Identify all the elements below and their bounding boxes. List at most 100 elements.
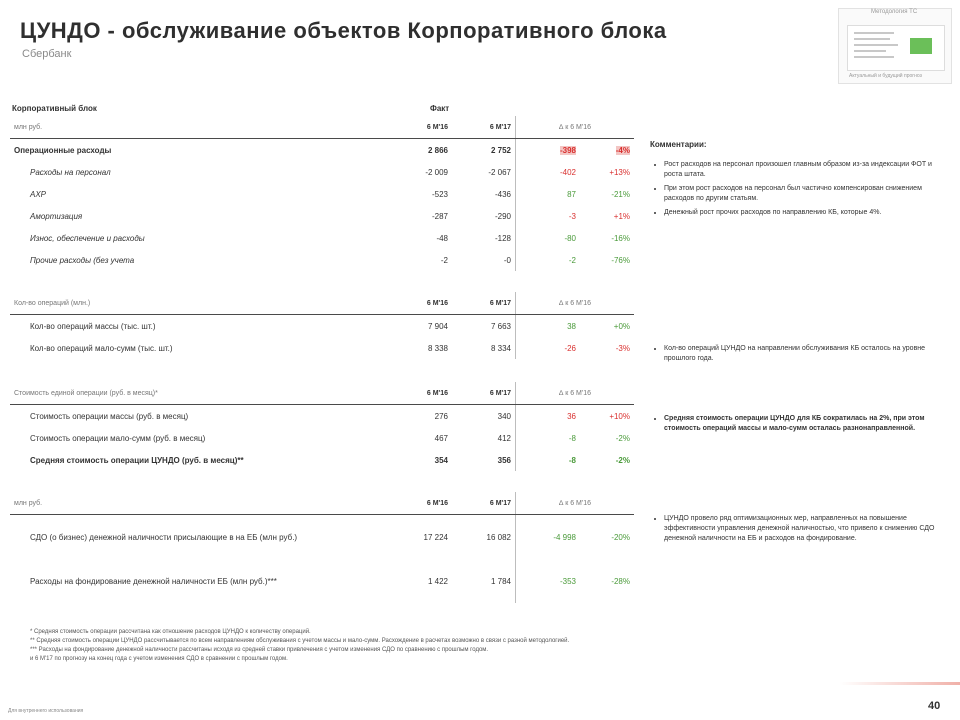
diff-header: ∆ к 6 М'16 [515,492,634,515]
value-6m17: -290 [494,211,511,221]
col-header: 6 М'17 [452,492,516,515]
delta-pct: -28% [611,576,630,586]
operations-count-table: Кол-во операций (млн.) 6 М'16 6 М'17 ∆ к… [10,292,634,359]
delta-abs: -353 [515,559,580,603]
diff-header: ∆ к 6 М'16 [515,292,634,315]
section-header: млн руб. 6 М'16 6 М'17 ∆ к 6 М'16 [10,492,634,515]
thumbnail-line [854,56,894,58]
value-6m16: 1 422 [427,576,448,586]
delta-pct: +10% [609,411,630,421]
value-6m16: -2 009 [425,167,448,177]
table-row: Амортизация -287 -290 -3 +1% [10,205,634,227]
delta-pct: +1% [613,211,630,221]
comment-block: Кол-во операций ЦУНДО на направлении обс… [650,344,940,368]
comment-item: Рост расходов на персонал произошел глав… [664,160,940,180]
row-label: Износ, обеспечение и расходы [30,233,145,243]
value-6m16: -523 [431,189,448,199]
value-6m16: 8 338 [427,343,448,353]
delta-pct: -21% [611,189,630,199]
footnote: ** Средняя стоимость операции ЦУНДО расс… [30,638,570,644]
section-header: млн руб. 6 М'16 6 М'17 ∆ к 6 М'16 [10,116,634,139]
delta-pct: -2% [615,433,630,443]
delta-pct: -3% [615,343,630,353]
col-header: 6 М'16 [389,116,452,139]
section-unit: Стоимость единой операции (руб. в месяц)… [10,382,389,405]
thumbnail-line [854,32,894,34]
delta-abs: -4 998 [515,514,580,559]
col-header: 6 М'17 [452,116,516,139]
row-label: Стоимость операции мало-сумм (руб. в мес… [30,433,206,443]
table-row: Прочие расходы (без учета -2 -0 -2 -76% [10,249,634,271]
footnote: * Средняя стоимость операции рассчитана … [30,629,311,635]
block-label: Корпоративный блок [12,104,97,113]
table-row: Стоимость операции массы (руб. в месяц) … [10,404,634,427]
section-header: Стоимость единой операции (руб. в месяц)… [10,382,634,405]
value-6m17: 7 663 [490,321,511,331]
row-label: АХР [30,189,47,199]
page-number: 40 [928,700,941,712]
section-unit: Кол-во операций (млн.) [10,292,389,315]
col-header: 6 М'17 [452,382,516,405]
delta-pct: -20% [611,532,630,542]
table-row: Расходы на фондирование денежной налично… [10,559,634,603]
value-6m17: -128 [494,233,511,243]
thumbnail-box [847,25,945,71]
col-header: 6 М'16 [389,382,452,405]
delta-pct: -76% [611,255,630,265]
delta-abs: -398 [515,138,580,161]
value-6m17: -0 [503,255,511,265]
row-label: Расходы на фондирование денежной налично… [30,576,277,586]
row-label: Расходы на персонал [30,167,111,177]
slide-thumbnail: Методология ТС Актуальный и будущий прог… [838,8,952,84]
footnote: и 6 М'17 по прогнозу на конец года с уче… [30,656,288,662]
delta-abs: -402 [515,161,580,183]
table-row: Расходы на персонал -2 009 -2 067 -402 +… [10,161,634,183]
delta-pct: +13% [609,167,630,177]
thumbnail-line [854,38,890,40]
table-row: Износ, обеспечение и расходы -48 -128 -8… [10,227,634,249]
col-header: 6 М'17 [452,292,516,315]
diff-header: ∆ к 6 М'16 [515,382,634,405]
value-6m17: -2 067 [488,167,511,177]
opex-table: млн руб. 6 М'16 6 М'17 ∆ к 6 М'16 Операц… [10,116,634,271]
table-row: СДО (о бизнес) денежной наличности присы… [10,514,634,559]
thumbnail-line [854,50,886,52]
comments-panel: Комментарии: Рост расходов на персонал п… [650,140,940,222]
value-6m16: 276 [434,411,448,421]
col-header: 6 М'16 [389,292,452,315]
value-6m17: -436 [494,189,511,199]
value-6m17: 412 [497,433,511,443]
delta-abs: -8 [515,449,580,471]
delta-abs: -80 [515,227,580,249]
value-6m16: -48 [436,233,448,243]
page-subtitle: Сбербанк [22,48,72,60]
comment-item: Средняя стоимость операции ЦУНДО для КБ … [664,414,940,434]
row-label: Прочие расходы (без учета [30,255,135,265]
row-label: Операционные расходы [14,145,112,155]
diff-header: ∆ к 6 М'16 [515,116,634,139]
row-label: СДО (о бизнес) денежной наличности присы… [30,532,298,542]
value-6m17: 2 752 [490,145,511,155]
thumbnail-line [854,44,898,46]
comment-item: Кол-во операций ЦУНДО на направлении обс… [664,344,940,364]
operation-cost-table: Стоимость единой операции (руб. в месяц)… [10,382,634,471]
footnote: *** Расходы на фондирование денежной нал… [30,647,489,653]
col-header: 6 М'16 [389,492,452,515]
comments-title: Комментарии: [650,140,707,149]
footnotes: * Средняя стоимость операции рассчитана … [30,628,930,664]
row-label: Средняя стоимость операции ЦУНДО (руб. в… [30,455,244,465]
table-row: АХР -523 -436 87 -21% [10,183,634,205]
value-6m17: 8 334 [490,343,511,353]
row-label: Стоимость операции массы (руб. в месяц) [30,411,189,421]
section-unit: млн руб. [10,116,389,139]
comments-list: Рост расходов на персонал произошел глав… [650,160,940,218]
thumbnail-label: Методология ТС [871,9,918,15]
delta-pct: -16% [611,233,630,243]
value-6m17: 16 082 [486,532,511,542]
delta-abs: -8 [515,427,580,449]
table-row: Кол-во операций массы (тыс. шт.) 7 904 7… [10,314,634,337]
row-label: Кол-во операций массы (тыс. шт.) [30,321,156,331]
footer-label: Для внутреннего использования [8,708,84,714]
delta-pct: -4% [615,145,630,155]
footer-accent-line [840,682,960,685]
